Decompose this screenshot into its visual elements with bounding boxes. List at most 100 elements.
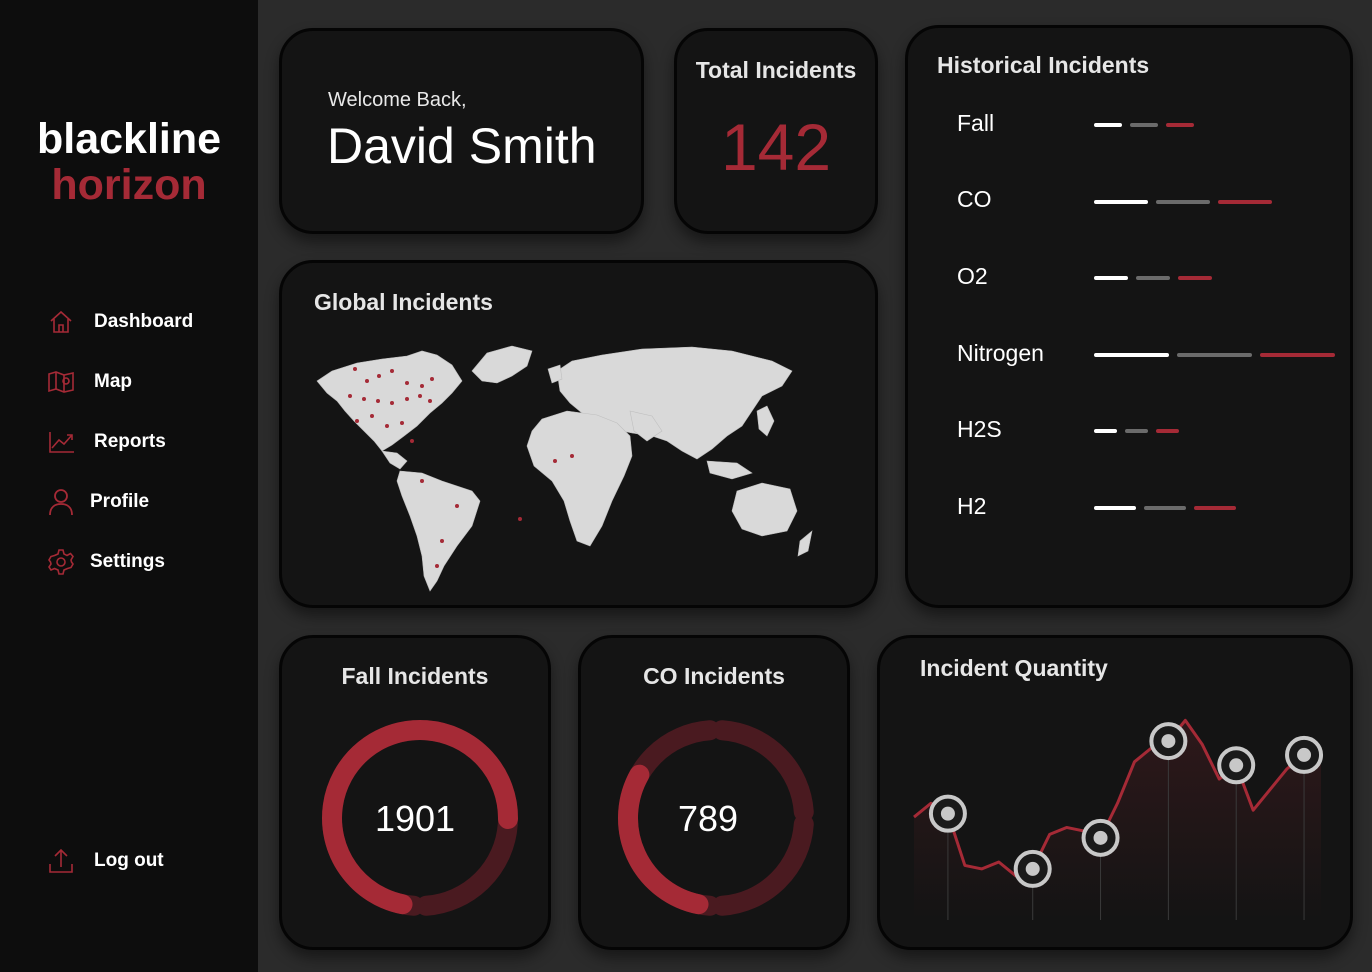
nav-item-map[interactable]: Map [46, 366, 132, 398]
historical-bar [1177, 353, 1252, 357]
historical-bar [1130, 123, 1158, 127]
incident-quantity-chart[interactable] [906, 700, 1336, 930]
logout-button[interactable]: Log out [46, 845, 164, 877]
incident-marker [362, 397, 366, 401]
incident-marker [440, 539, 444, 543]
incident-marker [390, 401, 394, 405]
incident-marker [518, 517, 522, 521]
nav-item-profile[interactable]: Profile [46, 486, 149, 518]
map-landmass [396, 470, 481, 592]
global-incidents-card[interactable]: Global Incidents [279, 260, 878, 608]
world-map[interactable] [312, 341, 852, 601]
incident-marker [435, 564, 439, 568]
fall-incidents-title: Fall Incidents [341, 663, 489, 689]
quantity-point-center [1093, 830, 1108, 845]
historical-bar [1178, 276, 1212, 280]
map-landmass [629, 410, 663, 442]
nav-item-reports[interactable]: Reports [46, 426, 166, 458]
gear-icon [46, 547, 76, 577]
historical-row-label: CO [957, 186, 992, 212]
incident-marker [377, 374, 381, 378]
historical-row-label: Fall [957, 110, 995, 136]
historical-row-label: H2 [957, 493, 987, 519]
fall-incidents-card[interactable]: Fall Incidents 1901 [279, 635, 551, 950]
historical-bar [1125, 429, 1148, 433]
historical-bar [1144, 506, 1186, 510]
incident-marker [353, 367, 357, 371]
user-icon [46, 487, 76, 517]
historical-bar [1194, 506, 1236, 510]
historical-bar [1094, 429, 1117, 433]
brand-line1: blackline [36, 115, 222, 163]
nav-label-settings: Settings [90, 551, 165, 572]
nav-item-settings[interactable]: Settings [46, 546, 165, 578]
gauge-value-arc [322, 720, 518, 915]
user-name: David Smith [327, 118, 597, 174]
historical-bar [1218, 200, 1272, 204]
historical-row-label: H2S [957, 416, 1002, 442]
quantity-point-center [1229, 758, 1244, 773]
incident-marker [428, 399, 432, 403]
gauge-value-arc [618, 764, 709, 915]
historical-row-bars [1094, 353, 1335, 357]
incident-marker [365, 379, 369, 383]
total-incidents-card[interactable]: Total Incidents 142 [674, 28, 878, 234]
map-landmass [316, 350, 463, 452]
quantity-line [913, 718, 1322, 878]
historical-bar [1094, 506, 1136, 510]
co-incidents-gauge [618, 720, 814, 916]
quantity-point-center [1161, 734, 1176, 749]
incident-marker [355, 419, 359, 423]
quantity-area [914, 720, 1321, 920]
nav-label-profile: Profile [90, 491, 150, 512]
incident-marker [405, 381, 409, 385]
historical-bar [1094, 276, 1128, 280]
nav-item-dashboard[interactable]: Dashboard [46, 306, 193, 338]
incident-quantity-title: Incident Quantity [920, 655, 1108, 681]
gauge-track-segment [416, 814, 518, 916]
map-landmass [526, 410, 633, 547]
incident-marker [370, 414, 374, 418]
upload-icon [46, 846, 76, 876]
welcome-label: Welcome Back, [328, 89, 467, 111]
historical-bar [1094, 353, 1169, 357]
home-icon [46, 307, 76, 337]
historical-row-bars [1094, 123, 1194, 127]
historical-bar [1094, 123, 1122, 127]
map-landmass [471, 345, 533, 384]
total-incidents-value: 142 [720, 110, 832, 184]
historical-bar [1260, 353, 1335, 357]
historical-bar [1156, 200, 1210, 204]
incident-quantity-card[interactable]: Incident Quantity [877, 635, 1353, 950]
historical-row-label: O2 [957, 263, 988, 289]
nav-label-map: Map [94, 371, 132, 392]
incident-marker [553, 459, 557, 463]
co-incidents-card[interactable]: CO Incidents 789 [578, 635, 850, 950]
historical-incidents-card[interactable]: Historical Incidents Fall CO O2 Nitrogen H2S… [905, 25, 1353, 608]
incident-marker [400, 421, 404, 425]
fall-incidents-value: 1901 [374, 798, 456, 839]
brand-logo: blackline horizon [0, 116, 258, 208]
welcome-card: Welcome Back, David Smith [279, 28, 644, 234]
map-landmass [547, 364, 563, 384]
quantity-point-center [1025, 861, 1040, 876]
incident-marker [418, 394, 422, 398]
historical-bar [1094, 200, 1148, 204]
map-icon [46, 367, 76, 397]
gauge-track-segment [712, 814, 814, 916]
historical-row-label: Nitrogen [957, 340, 1044, 366]
incident-marker [348, 394, 352, 398]
fall-incidents-gauge [322, 720, 518, 916]
incident-marker [455, 504, 459, 508]
historical-bar [1166, 123, 1194, 127]
quantity-point-center [1297, 747, 1312, 762]
historical-bar [1136, 276, 1170, 280]
historical-bar [1156, 429, 1179, 433]
gauge-track-segment [712, 720, 814, 822]
historical-row-bars [1094, 276, 1212, 280]
map-landmass [381, 450, 408, 470]
incident-marker [405, 397, 409, 401]
logout-label: Log out [94, 850, 164, 871]
incident-marker [430, 377, 434, 381]
brand-line2: horizon [51, 161, 207, 209]
